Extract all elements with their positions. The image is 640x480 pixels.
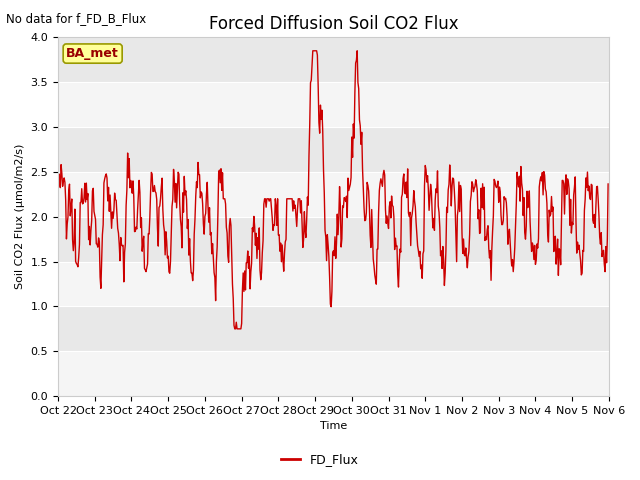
Bar [58,172,609,217]
Y-axis label: Soil CO2 Flux (μmol/m2/s): Soil CO2 Flux (μmol/m2/s) [15,144,25,289]
Bar [58,82,609,127]
Legend: FD_Flux: FD_Flux [276,448,364,471]
X-axis label: Time: Time [320,421,347,432]
Bar [58,351,609,396]
Bar [58,262,609,306]
Text: BA_met: BA_met [67,47,119,60]
Text: No data for f_FD_B_Flux: No data for f_FD_B_Flux [6,12,147,25]
Title: Forced Diffusion Soil CO2 Flux: Forced Diffusion Soil CO2 Flux [209,15,458,33]
